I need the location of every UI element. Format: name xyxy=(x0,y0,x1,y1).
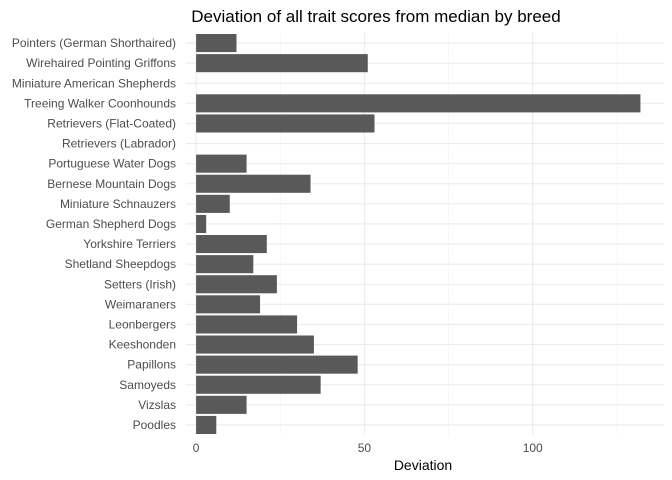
bar xyxy=(196,335,314,354)
bar xyxy=(196,174,311,193)
bar xyxy=(196,114,375,133)
bar xyxy=(196,154,247,173)
y-tick-label: Yorkshire Terriers xyxy=(83,237,176,251)
bar xyxy=(196,415,217,434)
x-tick-label: 100 xyxy=(523,441,543,455)
x-tick-label: 50 xyxy=(358,441,372,455)
y-tick-label: German Shepherd Dogs xyxy=(46,217,176,231)
bar xyxy=(196,34,237,53)
y-tick-label: Pointers (German Shorthaired) xyxy=(12,36,176,50)
bar xyxy=(196,355,358,374)
bar xyxy=(196,94,641,113)
bar xyxy=(196,235,267,254)
y-tick-label: Keeshonden xyxy=(109,338,176,352)
y-tick-label: Miniature Schnauzers xyxy=(60,197,176,211)
y-tick-label: Bernese Mountain Dogs xyxy=(47,177,176,191)
bar xyxy=(196,315,298,334)
y-tick-label: Retrievers (Flat-Coated) xyxy=(47,116,176,130)
y-tick-label: Retrievers (Labrador) xyxy=(62,137,176,151)
bar xyxy=(196,54,368,73)
y-axis-tick-labels: Pointers (German Shorthaired) Wirehaired … xyxy=(12,36,176,432)
y-tick-label: Wirehaired Pointing Griffons xyxy=(26,56,176,70)
y-tick-label: Vizslas xyxy=(138,398,176,412)
y-tick-label: Portuguese Water Dogs xyxy=(48,157,176,171)
y-tick-label: Samoyeds xyxy=(119,378,176,392)
bar xyxy=(196,295,261,314)
y-tick-label: Poodles xyxy=(133,418,176,432)
grid xyxy=(186,33,664,435)
bar xyxy=(196,214,207,233)
x-tick-label: 0 xyxy=(193,441,200,455)
bar xyxy=(196,194,230,213)
y-tick-label: Papillons xyxy=(127,358,176,372)
y-tick-label: Weimaraners xyxy=(105,297,176,311)
bar xyxy=(196,275,277,294)
y-tick-label: Leonbergers xyxy=(109,317,176,331)
y-tick-label: Setters (Irish) xyxy=(104,277,176,291)
bars xyxy=(196,34,641,434)
bar xyxy=(196,255,254,274)
y-tick-label: Miniature American Shepherds xyxy=(12,76,176,90)
y-tick-label: Treeing Walker Coonhounds xyxy=(24,96,176,110)
chart-title: Deviation of all trait scores from media… xyxy=(191,7,560,26)
y-tick-label: Shetland Sheepdogs xyxy=(65,257,176,271)
x-axis-tick-labels: 0 50 100 xyxy=(193,441,543,455)
x-axis-title: Deviation xyxy=(394,457,452,473)
bar xyxy=(196,375,321,394)
bar xyxy=(196,395,247,414)
